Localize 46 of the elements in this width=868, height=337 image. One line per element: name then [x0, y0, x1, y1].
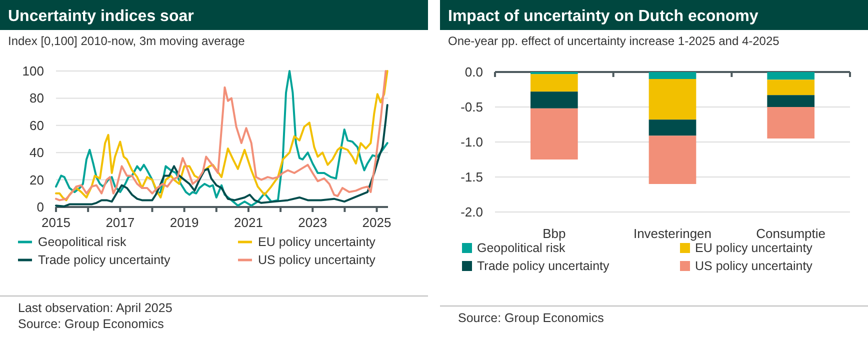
chart-title: Impact of uncertainty on Dutch economy	[448, 8, 758, 25]
bar	[530, 92, 578, 108]
x-tick-label: Bbp	[542, 226, 566, 241]
legend-label: Trade policy uncertainty	[477, 259, 610, 273]
bar	[530, 74, 578, 92]
legend-label: EU policy uncertainty	[258, 235, 376, 249]
y-tick-label: 40	[30, 145, 44, 160]
x-tick-label: 2023	[298, 215, 328, 230]
y-tick-label: -1.5	[460, 170, 483, 184]
legend-label: Geopolitical risk	[477, 241, 566, 255]
y-tick-label: -1.0	[460, 134, 483, 150]
x-tick-label: Consumptie	[756, 226, 826, 241]
y-tick-label: 20	[30, 172, 44, 188]
x-tick-label: 2025	[362, 215, 392, 230]
y-tick-label: 80	[30, 90, 44, 106]
y-tick-label: 0	[36, 200, 44, 214]
chart-subtitle: One-year pp. effect of uncertainty increase 1-2025 and 4-2025	[448, 34, 780, 48]
chart-title: Uncertainty indices soar	[8, 8, 194, 25]
legend-label: US policy uncertainty	[258, 253, 376, 267]
x-tick-label: 2021	[234, 215, 263, 230]
y-tick-label: 0.0	[464, 64, 483, 80]
x-tick-label: 2015	[42, 215, 70, 230]
chart-subtitle: Index [0,100] 2010-now, 3m moving average	[8, 34, 246, 48]
legend-label: EU policy uncertainty	[695, 241, 814, 255]
bar	[767, 72, 814, 80]
y-tick-label: -0.5	[460, 100, 483, 114]
x-tick-label: 2019	[170, 215, 199, 230]
source-note: Source: Group Economics	[18, 317, 164, 331]
bar	[767, 95, 814, 107]
bar	[767, 107, 814, 138]
legend-label: Trade policy uncertainty	[38, 253, 171, 267]
y-tick-label: 60	[30, 118, 44, 133]
x-tick-label: 2017	[106, 215, 135, 230]
x-tick-label: Investeringen	[633, 226, 712, 241]
bar	[648, 120, 696, 136]
legend-label: US policy uncertainty	[695, 259, 814, 273]
bar	[648, 79, 696, 120]
bar	[767, 80, 814, 96]
y-tick-label: 100	[22, 64, 44, 78]
text: Last observation: April 2025	[18, 301, 172, 315]
source-note: Source: Group Economics	[458, 311, 604, 325]
bar	[648, 136, 696, 184]
bar	[530, 108, 578, 160]
bar	[648, 72, 696, 79]
y-tick-label: -2.0	[460, 204, 483, 220]
legend-label: Geopolitical risk	[38, 235, 127, 249]
